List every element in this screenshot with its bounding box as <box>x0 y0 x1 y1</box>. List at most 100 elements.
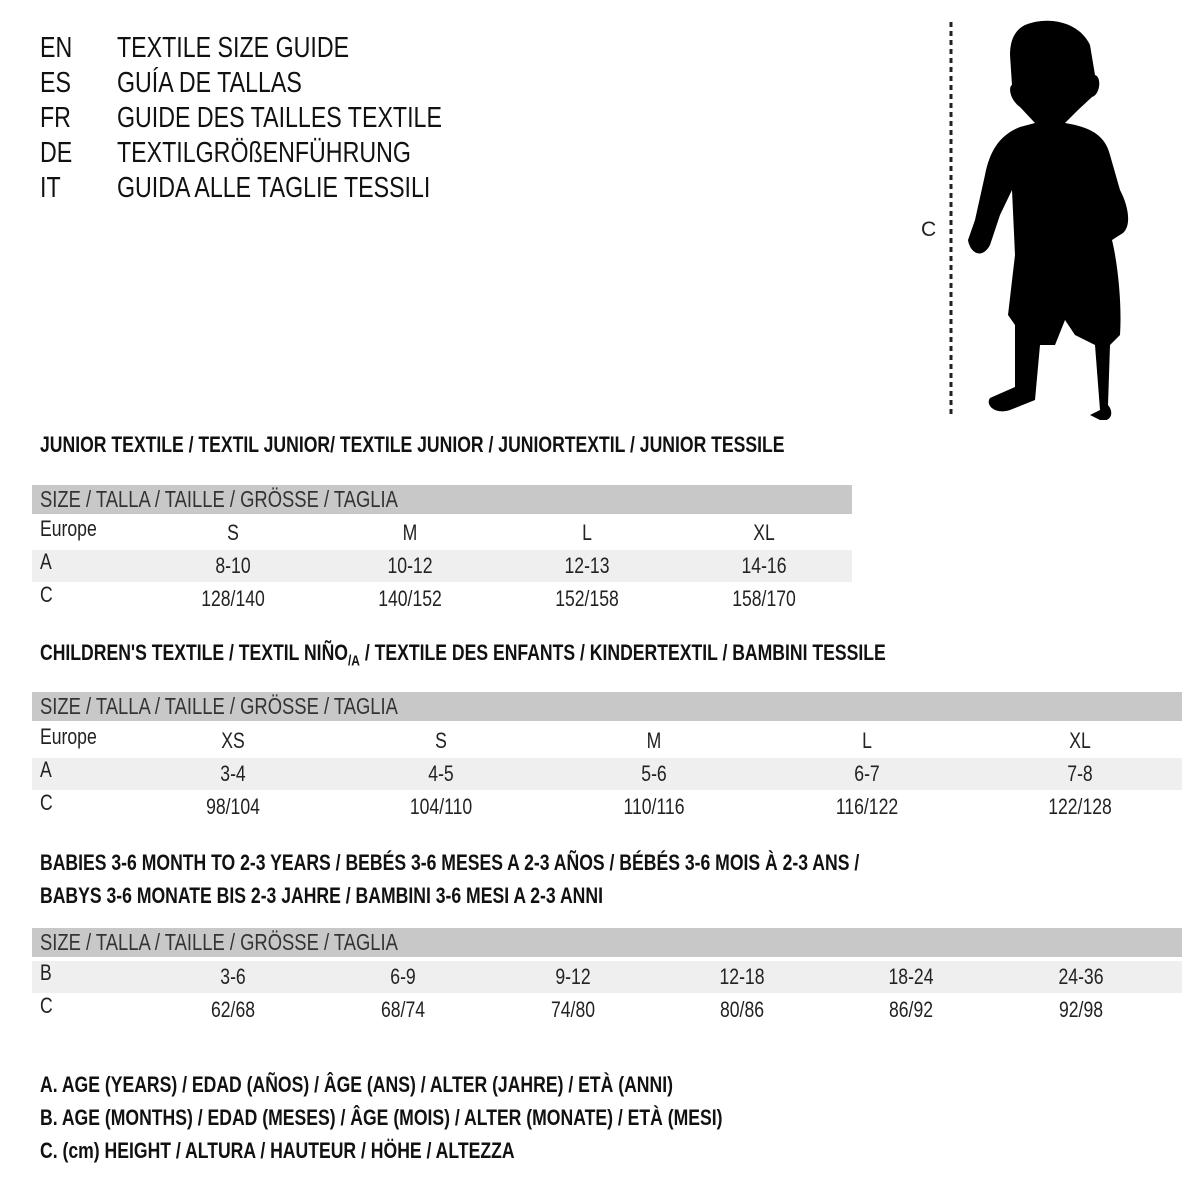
language-title: GUIDE DES TAILLES TEXTILE <box>117 102 523 135</box>
table-cell: S <box>434 728 449 754</box>
table-cell-text: 122/128 <box>1048 794 1112 819</box>
language-code: EN <box>40 32 80 65</box>
table-cell-text: 5-6 <box>641 761 667 786</box>
size-header-label: SIZE / TALLA / TAILLE / GRÖSSE / TAGLIA <box>40 929 487 956</box>
size-header-label-text: SIZE / TALLA / TAILLE / GRÖSSE / TAGLIA <box>40 693 398 719</box>
table-cell-text: 92/98 <box>1058 997 1104 1022</box>
table-cell-text: 158/170 <box>732 586 796 611</box>
measure-label: C <box>921 218 937 241</box>
row-label-text: Europe <box>40 516 97 541</box>
table-cell-text: 80/86 <box>719 997 765 1022</box>
table-cell-text: 140/152 <box>378 586 442 611</box>
size-header-label-text: SIZE / TALLA / TAILLE / GRÖSSE / TAGLIA <box>40 486 398 512</box>
legend-item: A. AGE (YEARS) / EDAD (AÑOS) / ÂGE (ANS)… <box>40 1072 831 1098</box>
table-cell-text: M <box>646 728 662 753</box>
alt-row-bg <box>32 550 852 582</box>
language-code-text: IT <box>40 172 61 204</box>
table-cell: 14-16 <box>736 553 792 579</box>
table-cell: 6-7 <box>851 761 883 787</box>
alt-row-bg <box>32 961 1182 993</box>
table-cell: XS <box>218 728 247 754</box>
table-cell: 3-6 <box>217 964 249 990</box>
language-code: DE <box>40 137 80 170</box>
alt-row-bg <box>32 758 1182 790</box>
size-header-bar <box>32 692 1182 721</box>
row-label-text: C <box>40 582 53 607</box>
row-label-text: A <box>40 549 52 574</box>
table-cell: L <box>861 728 873 754</box>
table-cell: 8-10 <box>211 553 255 579</box>
table-cell: 7-8 <box>1064 761 1096 787</box>
table-cell-text: 3-6 <box>220 964 246 989</box>
table-cell: 92/98 <box>1053 997 1108 1023</box>
table-cell-text: 152/158 <box>555 586 619 611</box>
table-cell-text: 12-18 <box>719 964 765 989</box>
section-heading: BABYS 3-6 MONATE BIS 2-3 JAHRE / BAMBINI… <box>40 883 744 909</box>
language-code-text: EN <box>40 32 73 64</box>
table-cell: 110/116 <box>616 794 692 820</box>
language-code: IT <box>40 172 66 205</box>
table-cell: 12-13 <box>559 553 615 579</box>
table-cell: 80/86 <box>714 997 769 1023</box>
section-heading: JUNIOR TEXTILE / TEXTIL JUNIOR/ TEXTILE … <box>40 432 971 458</box>
section-heading-text: BABYS 3-6 MONATE BIS 2-3 JAHRE / BAMBINI… <box>40 883 603 908</box>
table-cell: 86/92 <box>883 997 938 1023</box>
table-cell-text: 6-9 <box>390 964 416 989</box>
language-code: FR <box>40 102 79 135</box>
size-header-label-text: SIZE / TALLA / TAILLE / GRÖSSE / TAGLIA <box>40 929 398 955</box>
table-cell: 98/104 <box>199 794 266 820</box>
language-title-text: TEXTILGRÖßENFÜHRUNG <box>117 137 411 169</box>
table-cell: M <box>401 520 419 546</box>
table-cell: L <box>581 520 593 546</box>
table-cell: 152/158 <box>547 586 627 612</box>
language-code: ES <box>40 67 79 100</box>
legend-item: C. (cm) HEIGHT / ALTURA / HAUTEUR / HÖHE… <box>40 1138 633 1164</box>
table-cell-text: 104/110 <box>409 794 473 819</box>
language-code-text: FR <box>40 102 71 134</box>
table-cell: 140/152 <box>370 586 450 612</box>
heading-sub: /A <box>347 652 360 670</box>
table-cell-text: S <box>435 728 447 753</box>
table-cell: 68/74 <box>375 997 430 1023</box>
table-cell: 4-5 <box>425 761 457 787</box>
table-cell-text: 8-10 <box>215 553 251 578</box>
row-label: C <box>40 582 56 608</box>
table-cell: 158/170 <box>724 586 804 612</box>
row-label: B <box>40 960 55 986</box>
table-cell: 10-12 <box>382 553 438 579</box>
section-heading-text: BABIES 3-6 MONTH TO 2-3 YEARS / BEBÉS 3-… <box>40 850 860 875</box>
language-title: TEXTILE SIZE GUIDE <box>117 32 407 65</box>
table-cell: 122/128 <box>1040 794 1120 820</box>
table-cell: 128/140 <box>193 586 273 612</box>
table-cell: 9-12 <box>551 964 595 990</box>
heading-part: / TEXTILE DES ENFANTS / KINDERTEXTIL / B… <box>359 640 886 665</box>
table-cell: 3-4 <box>217 761 249 787</box>
row-label: Europe <box>40 516 111 542</box>
size-header-label: SIZE / TALLA / TAILLE / GRÖSSE / TAGLIA <box>40 486 487 513</box>
table-cell-text: 14-16 <box>741 553 787 578</box>
row-label-text: C <box>40 790 53 815</box>
language-title-text: TEXTILE SIZE GUIDE <box>117 32 350 64</box>
language-title-text: GUÍA DE TALLAS <box>117 67 302 99</box>
row-label-text: Europe <box>40 724 97 749</box>
table-cell: 62/68 <box>205 997 260 1023</box>
language-code-text: DE <box>40 137 73 169</box>
section-heading: CHILDREN'S TEXTILE / TEXTIL NIÑO/A / TEX… <box>40 640 1097 669</box>
row-label: C <box>40 993 56 1019</box>
table-cell: 104/110 <box>402 794 480 820</box>
table-cell-text: 12-13 <box>564 553 610 578</box>
table-cell-text: 62/68 <box>210 997 256 1022</box>
legend-item-text: A. AGE (YEARS) / EDAD (AÑOS) / ÂGE (ANS)… <box>40 1072 673 1097</box>
table-cell-text: L <box>582 520 592 545</box>
row-label: C <box>40 790 56 816</box>
table-cell-text: XL <box>1069 728 1091 753</box>
size-header-label: SIZE / TALLA / TAILLE / GRÖSSE / TAGLIA <box>40 693 487 720</box>
table-cell-text: 98/104 <box>206 794 260 819</box>
row-label: A <box>40 549 55 575</box>
table-cell-text: 86/92 <box>888 997 934 1022</box>
table-cell-text: 10-12 <box>387 553 433 578</box>
section-heading-text: JUNIOR TEXTILE / TEXTIL JUNIOR/ TEXTILE … <box>40 432 785 457</box>
table-cell-text: 116/122 <box>835 794 899 819</box>
table-cell-text: L <box>862 728 872 753</box>
table-cell: 24-36 <box>1053 964 1109 990</box>
